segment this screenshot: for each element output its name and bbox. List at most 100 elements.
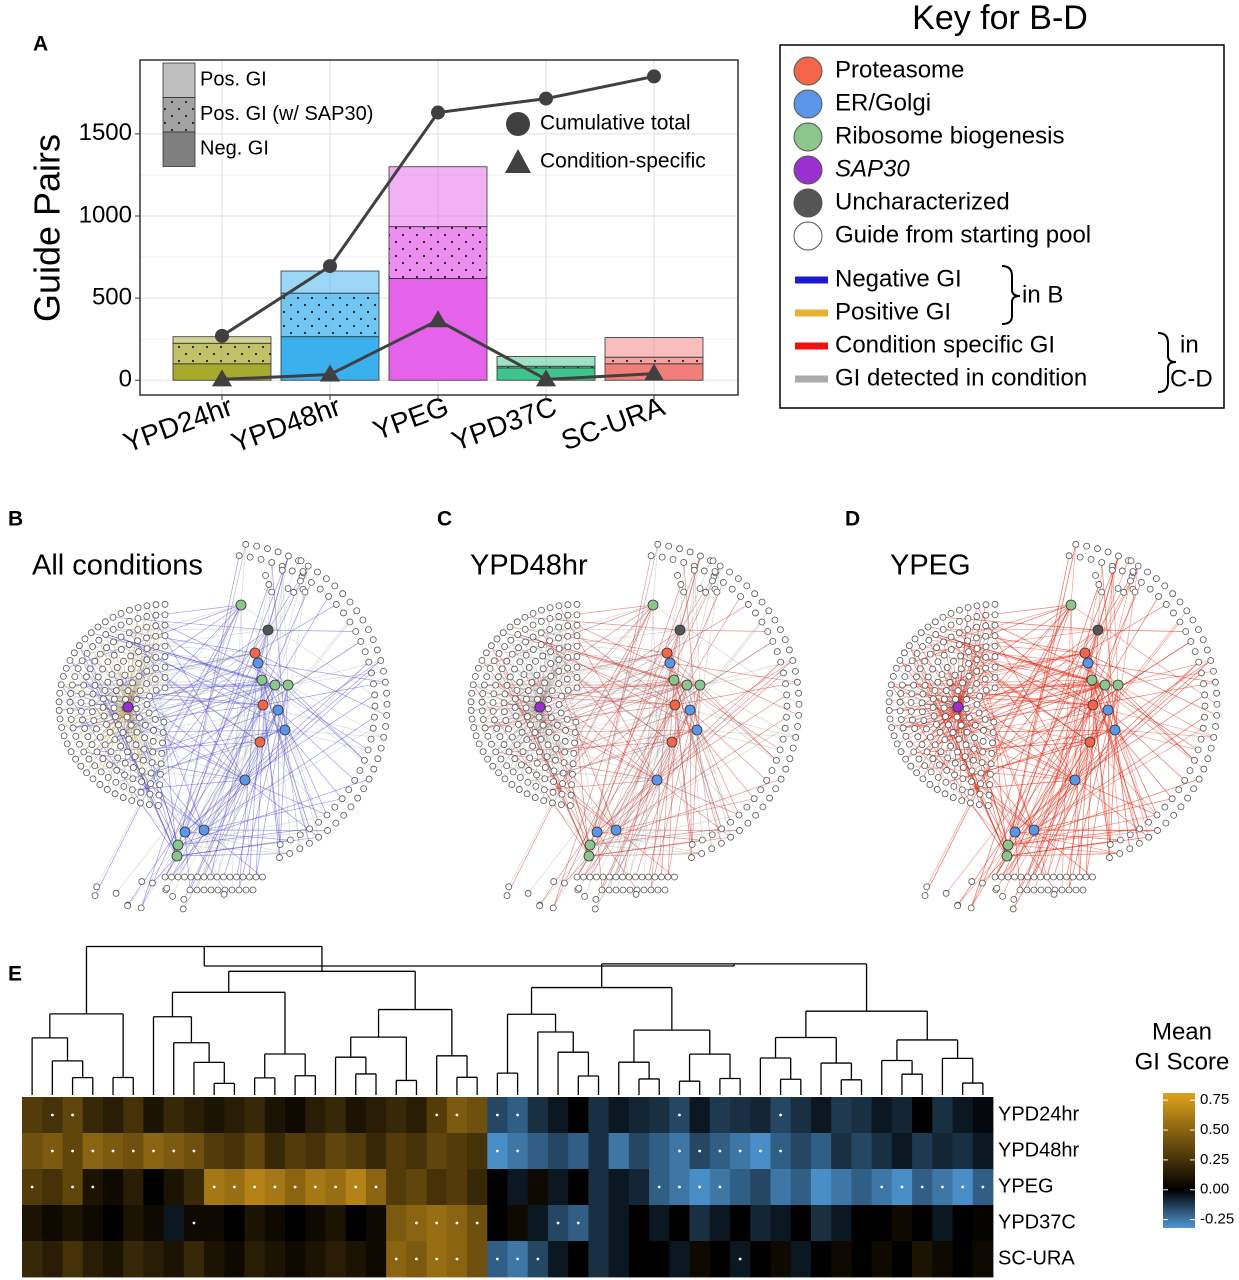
network-node <box>546 604 554 611</box>
significance-dot <box>475 1221 479 1225</box>
network-node <box>541 679 548 687</box>
network-node <box>896 656 904 664</box>
network-node <box>136 687 144 695</box>
network-node <box>1087 555 1095 563</box>
network-node <box>671 873 678 881</box>
network-edge <box>927 676 959 708</box>
network-node <box>931 741 939 749</box>
network-node <box>187 873 195 881</box>
network-node <box>140 745 148 753</box>
network-node <box>947 646 955 653</box>
network-node <box>1136 839 1143 847</box>
heatmap-cell <box>871 1097 893 1134</box>
network-node <box>904 665 912 672</box>
network-node <box>727 818 734 826</box>
network-edge <box>523 652 668 675</box>
network-node <box>522 695 530 703</box>
network-title: YPEG <box>890 550 971 582</box>
network-node <box>680 588 688 596</box>
network-node <box>947 621 955 629</box>
network-edge <box>539 844 591 906</box>
network-node <box>370 765 378 773</box>
network-node <box>789 744 797 752</box>
network-edge <box>122 729 286 733</box>
network-node <box>555 602 563 610</box>
network-node <box>174 873 182 881</box>
network-node <box>252 873 260 881</box>
network-node <box>137 904 145 912</box>
y-tick-label: 0 <box>119 366 132 393</box>
line-marker <box>539 91 553 106</box>
network-node <box>529 646 537 653</box>
network-node <box>938 671 946 678</box>
heatmap-cell <box>325 1097 347 1134</box>
network-edge <box>125 762 205 831</box>
network-edge <box>1084 604 1167 654</box>
heatmap-cell <box>305 1241 326 1278</box>
network-edge <box>509 676 541 708</box>
network-node-colored <box>1087 699 1099 711</box>
network-edge <box>284 729 369 751</box>
network-edge <box>1007 844 1120 854</box>
network-node <box>592 896 600 903</box>
network-node <box>549 904 557 912</box>
network-node <box>575 884 583 892</box>
network-node <box>1104 548 1112 556</box>
network-node <box>1024 873 1031 881</box>
row-label: YPD37C <box>998 1211 1076 1233</box>
heatmap-cell <box>790 1205 812 1242</box>
network-edge <box>1061 604 1072 891</box>
network-node <box>892 664 900 672</box>
network-edge <box>238 684 289 891</box>
network-edge <box>539 659 560 708</box>
network-node <box>1126 845 1134 853</box>
network-node <box>957 665 965 673</box>
heatmap-cell <box>244 1241 266 1278</box>
heatmap-cell <box>224 1241 245 1278</box>
network-edge <box>184 684 289 878</box>
network-edge <box>164 684 289 689</box>
network-node <box>792 667 799 675</box>
network-node <box>124 687 132 695</box>
heatmap-cell <box>770 1169 792 1206</box>
network-node <box>699 836 706 844</box>
network <box>467 540 803 913</box>
network-edge <box>184 584 270 833</box>
heatmap-cell <box>305 1097 326 1134</box>
network-edge <box>904 676 959 708</box>
network-edge <box>176 839 291 857</box>
network-node <box>371 691 379 699</box>
network-node <box>1072 540 1080 548</box>
network-node <box>66 707 74 715</box>
heatmap-cell <box>952 1205 974 1242</box>
network-edge <box>517 634 673 743</box>
network-edge <box>1084 584 1100 654</box>
heatmap-cell <box>608 1205 630 1242</box>
network-node <box>89 775 97 783</box>
network-node <box>947 609 955 617</box>
heatmap-cell <box>547 1133 569 1170</box>
heatmap-cell <box>932 1133 953 1170</box>
network-edge <box>567 679 675 720</box>
network-node <box>945 721 952 729</box>
network-edge <box>176 544 247 857</box>
network-node <box>374 755 382 763</box>
network-node <box>688 854 695 861</box>
network-edge <box>643 604 654 891</box>
network-node <box>133 696 140 703</box>
line-marker <box>320 364 340 382</box>
network-node <box>654 540 662 548</box>
network-node <box>916 665 924 673</box>
network-edge <box>141 684 289 772</box>
network-edge <box>1007 828 1140 846</box>
heatmap-cell <box>467 1097 488 1134</box>
heatmap-cell <box>810 1205 832 1242</box>
network-node <box>957 721 965 729</box>
network-node <box>112 778 120 786</box>
network-edge <box>105 684 276 746</box>
network-node <box>112 713 119 720</box>
network-node <box>1144 568 1151 576</box>
network-node <box>1170 811 1178 819</box>
significance-dot <box>698 1149 702 1153</box>
network-node <box>533 759 541 767</box>
